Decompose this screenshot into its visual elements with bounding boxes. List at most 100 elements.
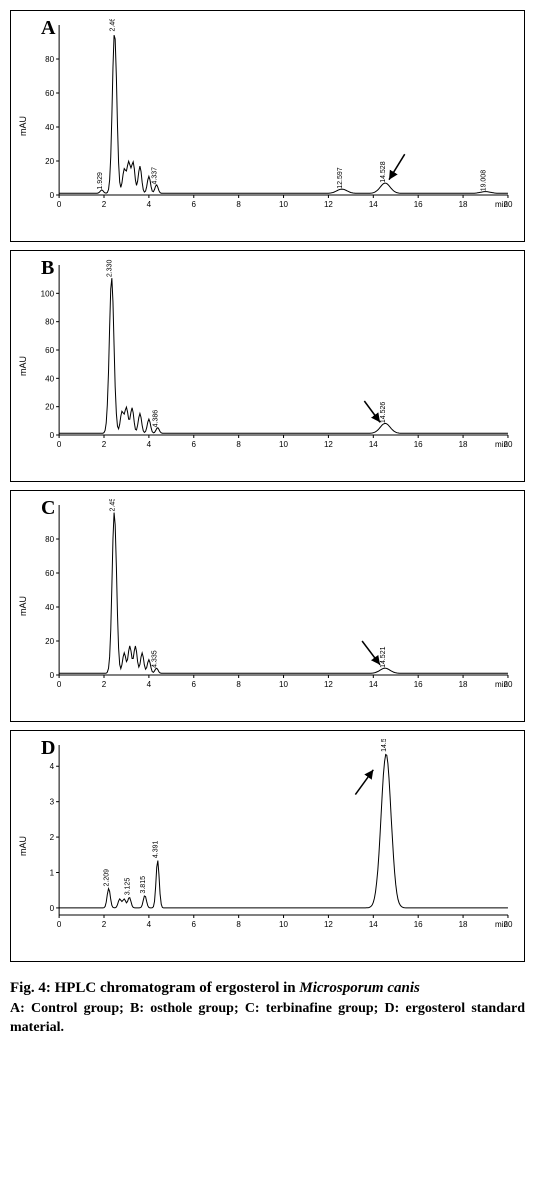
svg-text:0: 0: [57, 440, 62, 449]
svg-text:10: 10: [279, 440, 288, 449]
svg-text:60: 60: [45, 89, 54, 98]
svg-text:2: 2: [102, 680, 107, 689]
svg-text:4: 4: [147, 440, 152, 449]
svg-text:100: 100: [41, 289, 55, 298]
svg-text:3.815: 3.815: [140, 876, 147, 894]
svg-text:8: 8: [236, 440, 241, 449]
svg-text:2: 2: [102, 440, 107, 449]
svg-text:14: 14: [369, 680, 378, 689]
svg-text:6: 6: [192, 680, 197, 689]
svg-text:0: 0: [50, 904, 55, 913]
svg-text:80: 80: [45, 318, 54, 327]
svg-text:14.528: 14.528: [380, 161, 387, 182]
svg-text:8: 8: [236, 680, 241, 689]
panel-a: mAU A 02040608002468101214161820min1.929…: [10, 10, 525, 242]
svg-text:40: 40: [45, 374, 54, 383]
svg-text:0: 0: [57, 200, 62, 209]
svg-text:16: 16: [414, 680, 423, 689]
svg-text:6: 6: [192, 920, 197, 929]
svg-text:2.330: 2.330: [107, 260, 114, 278]
chromatogram-a: 02040608002468101214161820min1.9292.4694…: [41, 19, 514, 213]
svg-text:40: 40: [45, 123, 54, 132]
y-axis-label: mAU: [18, 356, 28, 376]
svg-text:0: 0: [57, 680, 62, 689]
svg-text:4: 4: [50, 762, 55, 771]
plot-area-b: 02040608010002468101214161820min2.3304.3…: [41, 259, 514, 453]
svg-text:2: 2: [102, 200, 107, 209]
svg-text:min: min: [495, 680, 508, 689]
panel-c: mAU C 02040608002468101214161820min2.456…: [10, 490, 525, 722]
panel-d: mAU D 0123402468101214161820min2.2093.12…: [10, 730, 525, 962]
svg-text:2: 2: [102, 920, 107, 929]
svg-text:16: 16: [414, 200, 423, 209]
figure-caption: Fig. 4: HPLC chromatogram of ergosterol …: [10, 978, 525, 1038]
svg-text:0: 0: [50, 191, 55, 200]
plot-area-c: 02040608002468101214161820min2.4564.3351…: [41, 499, 514, 693]
svg-text:4: 4: [147, 920, 152, 929]
svg-text:4.335: 4.335: [151, 650, 158, 668]
svg-text:8: 8: [236, 920, 241, 929]
svg-text:16: 16: [414, 440, 423, 449]
svg-text:40: 40: [45, 603, 54, 612]
svg-text:min: min: [495, 920, 508, 929]
svg-text:18: 18: [459, 920, 468, 929]
svg-text:60: 60: [45, 569, 54, 578]
svg-text:1.929: 1.929: [97, 172, 104, 190]
plot-area-d: 0123402468101214161820min2.2093.1253.815…: [41, 739, 514, 933]
chromatogram-d: 0123402468101214161820min2.2093.1253.815…: [41, 739, 514, 933]
svg-text:18: 18: [459, 200, 468, 209]
caption-title-text: Fig. 4: HPLC chromatogram of ergosterol …: [10, 980, 299, 996]
svg-text:4.337: 4.337: [151, 167, 158, 185]
svg-text:14: 14: [369, 440, 378, 449]
caption-species: Microsporum canis: [299, 980, 419, 996]
svg-text:1: 1: [50, 869, 55, 878]
svg-text:3.125: 3.125: [124, 878, 131, 896]
svg-text:16: 16: [414, 920, 423, 929]
chromatogram-b: 02040608010002468101214161820min2.3304.3…: [41, 259, 514, 453]
y-axis-label: mAU: [18, 116, 28, 136]
svg-text:18: 18: [459, 680, 468, 689]
svg-text:0: 0: [50, 671, 55, 680]
panel-b: mAU B 02040608010002468101214161820min2.…: [10, 250, 525, 482]
svg-text:20: 20: [45, 403, 54, 412]
chromatogram-c: 02040608002468101214161820min2.4564.3351…: [41, 499, 514, 693]
svg-text:14.521: 14.521: [380, 646, 387, 667]
svg-text:4: 4: [147, 200, 152, 209]
svg-text:18: 18: [459, 440, 468, 449]
svg-text:20: 20: [45, 157, 54, 166]
svg-text:12: 12: [324, 680, 333, 689]
svg-text:12.597: 12.597: [337, 167, 344, 188]
svg-text:8: 8: [236, 200, 241, 209]
svg-text:10: 10: [279, 920, 288, 929]
y-axis-label: mAU: [18, 836, 28, 856]
svg-text:10: 10: [279, 200, 288, 209]
figure-container: mAU A 02040608002468101214161820min1.929…: [10, 10, 525, 1038]
svg-text:3: 3: [50, 798, 55, 807]
svg-text:2.209: 2.209: [104, 869, 111, 887]
svg-text:0: 0: [57, 920, 62, 929]
svg-text:0: 0: [50, 431, 55, 440]
svg-text:2.469: 2.469: [110, 19, 117, 32]
svg-text:14.526: 14.526: [380, 402, 387, 423]
svg-text:4.391: 4.391: [153, 841, 160, 859]
svg-text:min: min: [495, 200, 508, 209]
svg-text:4.386: 4.386: [153, 410, 160, 428]
svg-text:12: 12: [324, 440, 333, 449]
plot-area-a: 02040608002468101214161820min1.9292.4694…: [41, 19, 514, 213]
svg-text:min: min: [495, 440, 508, 449]
svg-text:14: 14: [369, 200, 378, 209]
svg-text:60: 60: [45, 346, 54, 355]
svg-text:20: 20: [45, 637, 54, 646]
caption-subtitle: A: Control group; B: osthole group; C: t…: [10, 1000, 525, 1038]
svg-text:19.008: 19.008: [481, 170, 488, 191]
y-axis-label: mAU: [18, 596, 28, 616]
svg-text:14.571: 14.571: [381, 739, 388, 752]
svg-text:6: 6: [192, 200, 197, 209]
svg-text:14: 14: [369, 920, 378, 929]
svg-text:10: 10: [279, 680, 288, 689]
svg-text:12: 12: [324, 200, 333, 209]
svg-text:12: 12: [324, 920, 333, 929]
svg-text:80: 80: [45, 55, 54, 64]
svg-text:6: 6: [192, 440, 197, 449]
svg-text:2: 2: [50, 833, 55, 842]
